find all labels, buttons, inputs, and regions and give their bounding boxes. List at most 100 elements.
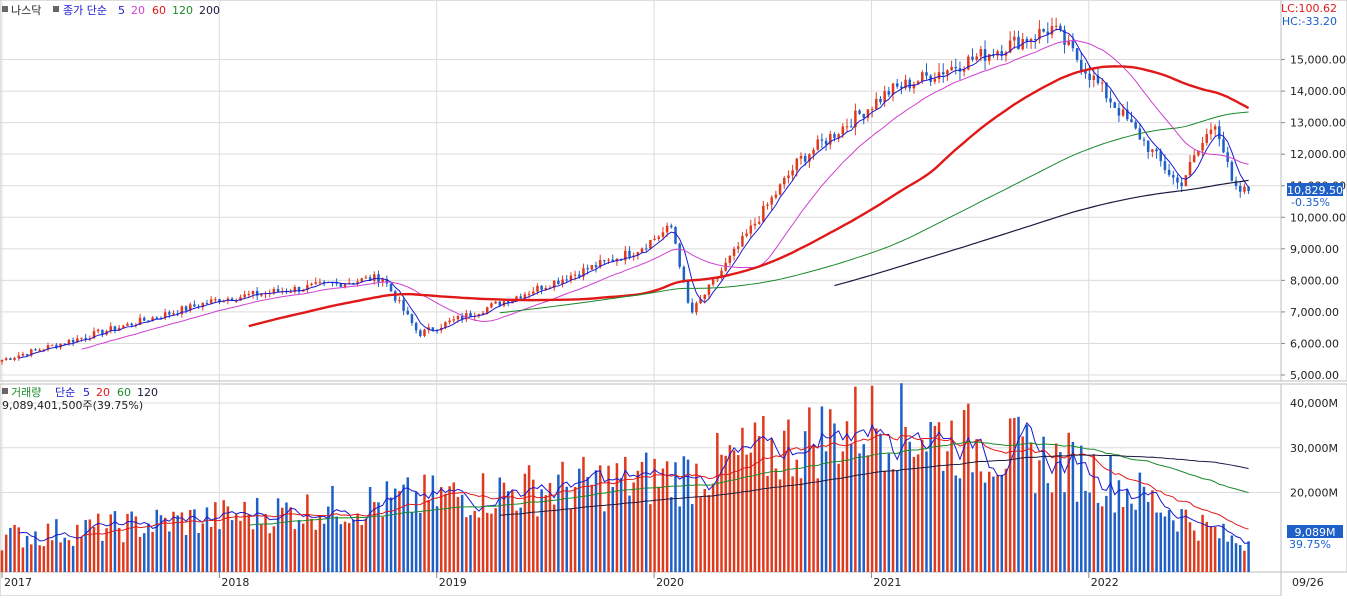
volume-bar	[598, 465, 602, 572]
volume-bar	[929, 422, 932, 572]
ma60-line	[248, 65, 1250, 328]
volume-bar	[80, 537, 83, 572]
candle-body	[393, 291, 397, 301]
volume-bar	[402, 484, 405, 572]
volume-bar	[130, 511, 133, 572]
volume-bar	[941, 470, 945, 572]
volume-bar	[419, 512, 422, 572]
candle-body	[101, 329, 104, 335]
candle-body	[1038, 29, 1041, 40]
volume-bar	[42, 546, 46, 572]
volume-tick-label: 20,000M	[1290, 487, 1338, 500]
candle-body	[314, 282, 317, 284]
ma200-line	[834, 179, 1249, 287]
candle-body	[741, 235, 744, 247]
candle-body	[209, 299, 213, 304]
volume-bar	[55, 519, 58, 572]
candle-body	[414, 322, 418, 331]
candle-body	[96, 329, 100, 332]
candle-body	[565, 279, 568, 281]
volume-bar	[473, 510, 476, 572]
volume-bar	[163, 517, 167, 572]
candle-body	[762, 205, 765, 222]
volume-bar	[159, 515, 163, 572]
candle-body	[1188, 162, 1192, 176]
candle-body	[833, 134, 836, 138]
candle-body	[1071, 40, 1075, 49]
volume-bar	[306, 494, 309, 572]
candle-body	[858, 110, 861, 114]
candle-body	[1230, 161, 1234, 181]
volume-bar	[1025, 424, 1029, 572]
volume-bar	[301, 523, 305, 572]
volume-bar	[0, 550, 4, 572]
candle-body	[552, 280, 556, 288]
candle-body	[1008, 40, 1012, 53]
volume-legend-name: 거래량	[11, 386, 41, 399]
volume-bar	[824, 451, 828, 572]
candle-body	[84, 337, 87, 339]
candle-body	[46, 345, 50, 350]
volume-bar	[795, 459, 799, 572]
candle-body	[373, 274, 376, 281]
candle-body	[1130, 119, 1133, 123]
candle-body	[239, 297, 242, 301]
volume-bar	[398, 491, 401, 572]
candle-body	[76, 338, 79, 343]
volume-legend-ma20: 20	[96, 386, 110, 399]
candle-body	[820, 139, 824, 141]
candle-body	[540, 285, 543, 290]
volume-bar	[205, 507, 209, 572]
volume-bar	[891, 469, 895, 572]
candle-body	[933, 78, 937, 82]
candle-body	[845, 126, 849, 128]
candle-body	[1126, 109, 1129, 120]
candle-body	[875, 98, 878, 110]
volume-bar	[34, 531, 37, 572]
year-tick-label: 2017	[4, 576, 32, 589]
volume-bar	[753, 422, 757, 572]
candle-body	[803, 156, 807, 162]
volume-bar	[979, 471, 983, 572]
volume-bar	[983, 482, 987, 572]
price-legend-ma5: 5	[118, 4, 125, 17]
hc-label: HC:-33.20	[1282, 15, 1337, 28]
price-tick-label: 5,000.00	[1290, 369, 1339, 382]
candle-body	[774, 194, 778, 198]
volume-bar	[435, 506, 439, 572]
volume-bar	[218, 529, 221, 572]
volume-bar	[360, 524, 364, 572]
candle-body	[686, 280, 690, 303]
volume-bar	[661, 468, 665, 572]
volume-bar	[1033, 493, 1037, 572]
volume-bar	[113, 511, 117, 572]
volume-bar	[745, 454, 748, 572]
candle-body	[745, 233, 748, 236]
candle-body	[222, 300, 225, 303]
candle-body	[1213, 126, 1217, 130]
candle-body	[925, 72, 928, 76]
volume-bar	[188, 509, 192, 572]
candle-body	[937, 72, 941, 79]
volume-bar	[155, 509, 159, 572]
volume-bar	[197, 533, 200, 572]
candle-body	[352, 282, 355, 284]
volume-bar	[749, 452, 753, 572]
candle-body	[423, 329, 426, 336]
candle-body	[318, 281, 322, 283]
volume-bar	[1163, 516, 1167, 572]
volume-bar	[469, 515, 472, 572]
volume-bar	[695, 463, 698, 572]
volume-bar	[523, 473, 527, 572]
volume-bar	[996, 475, 999, 572]
volume-bar	[644, 452, 648, 572]
candle-body	[1059, 25, 1062, 30]
volume-bar	[1213, 526, 1217, 572]
candle-body	[335, 282, 338, 284]
volume-bar	[1046, 483, 1050, 572]
volume-bar	[226, 506, 230, 572]
volume-bar	[594, 470, 598, 572]
candle-body	[163, 312, 167, 319]
candle-body	[812, 149, 815, 155]
